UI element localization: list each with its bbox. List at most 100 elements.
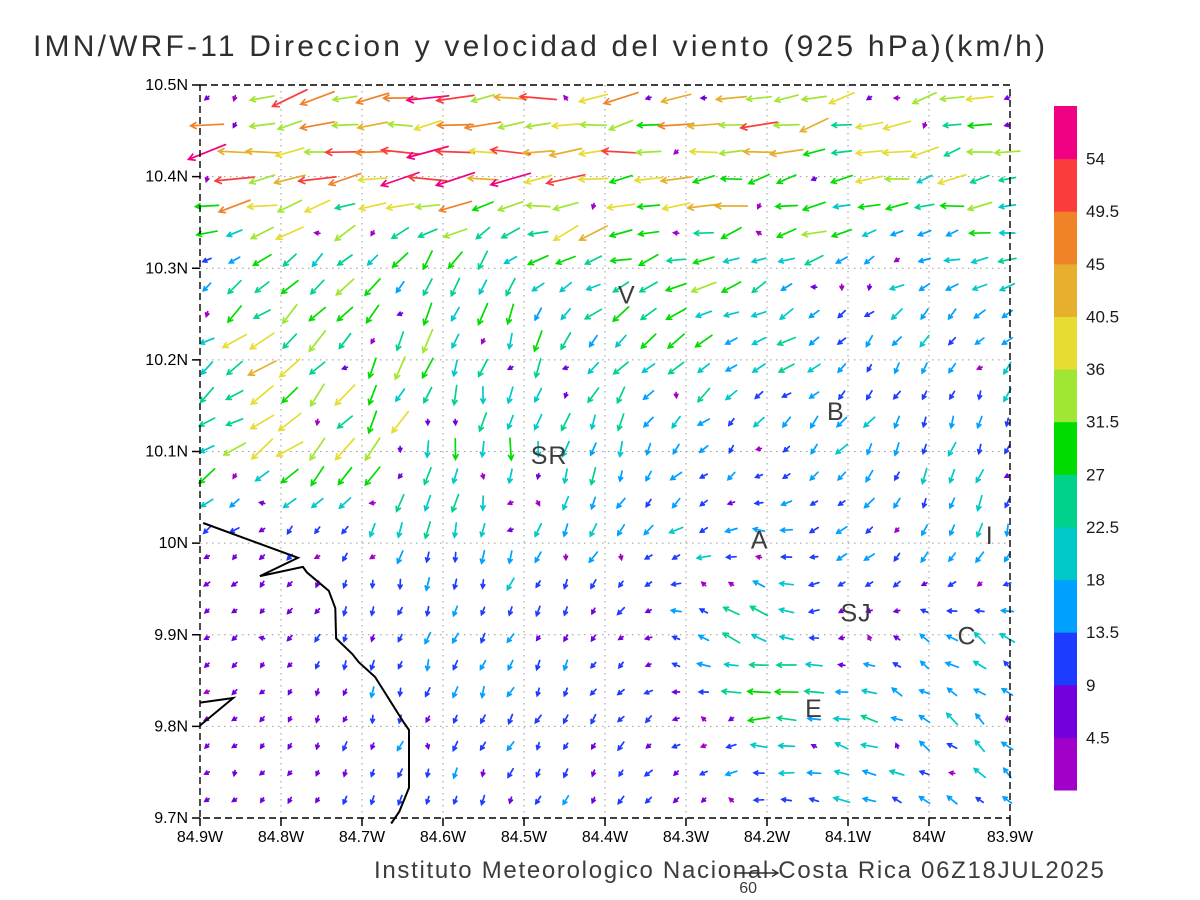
wind-arrow [248,332,275,350]
wind-arrow [643,689,654,695]
wind-arrow [938,95,965,103]
wind-arrow [534,714,542,725]
wind-arrow [834,443,849,455]
wind-arrow [616,386,626,405]
wind-arrow [578,121,608,129]
wind-arrow [202,581,211,587]
wind-arrow [946,687,958,697]
wind-arrow [1004,714,1011,723]
wind-arrow [247,360,277,376]
wind-arrow [948,524,956,537]
colorbar-tick-label: 31.5 [1086,413,1119,432]
wind-arrow [228,527,240,534]
wind-arrow [480,606,486,617]
wind-arrow [893,497,901,509]
wind-arrow [695,661,711,668]
wind-arrow [397,606,404,616]
wind-arrow [918,769,930,776]
wind-arrow [477,358,489,378]
wind-arrow [578,225,608,241]
x-tick-label: 84.5W [501,829,548,846]
wind-arrow [864,608,873,614]
wind-arrow [533,387,543,404]
wind-arrow [364,466,381,487]
wind-arrow [506,527,514,533]
wind-arrow [725,743,737,750]
wind-arrow [749,605,769,617]
wind-arrow [521,149,554,157]
wind-arrow [563,553,569,562]
wind-arrow [451,384,458,407]
wind-arrow [946,742,958,749]
wind-arrow [203,689,211,695]
wind-arrow [277,412,302,432]
wind-arrow [217,199,251,214]
wind-arrow [753,500,764,506]
wind-arrow [506,686,515,698]
city-label-b: B [827,398,845,426]
wind-arrow [560,332,572,351]
wind-arrow [505,303,515,326]
wind-arrow [590,579,597,590]
wind-arrow [248,122,276,130]
wind-arrow [893,442,900,457]
colorbar-tick-label: 36 [1086,360,1105,379]
wind-arrow [618,553,624,562]
wind-arrow [554,255,576,266]
wind-arrow [608,229,633,239]
wind-arrow [199,498,214,508]
wind-arrow [193,202,220,210]
wind-arrow [699,95,708,101]
wind-arrow [203,95,210,101]
wind-arrow [589,523,598,538]
wind-arrow [397,633,403,643]
wind-arrow [1003,473,1011,479]
wind-arrow [834,689,849,695]
wind-arrow [944,283,959,291]
wind-arrow [656,121,695,130]
wind-arrow [863,497,875,509]
wind-arrow [202,525,212,535]
wind-arrow [830,121,853,129]
wind-arrow [397,794,403,807]
wind-arrow [837,608,846,614]
wind-arrow [591,202,597,211]
wind-arrow [188,121,225,130]
wind-arrow [249,414,275,430]
wind-arrow [562,742,569,751]
wind-arrow [452,522,458,539]
wind-arrow [974,337,985,346]
wind-arrow [258,635,266,641]
wind-arrow [370,229,376,237]
wind-arrow [808,554,819,560]
wind-arrow [668,526,684,534]
wind-arrow [424,605,431,618]
wind-arrow [672,443,680,455]
wind-arrow [259,715,265,723]
wind-arrow [314,688,321,697]
wind-arrow [309,279,325,295]
wind-arrow [893,257,900,263]
wind-arrow [342,741,348,752]
wind-arrow [257,500,266,506]
colorbar-segment [1054,421,1077,475]
wind-arrow [861,229,877,238]
wind-arrow [638,281,658,293]
wind-arrow [286,662,293,668]
wind-arrow [466,174,499,183]
wind-arrow [659,176,692,184]
map-frame [192,84,1011,826]
wind-arrow [947,552,957,563]
wind-arrow [397,445,403,454]
wind-arrow [617,635,624,641]
wind-arrow [742,148,776,156]
wind-arrow [336,254,353,267]
wind-arrow [425,742,431,751]
wind-arrow [367,357,377,380]
wind-arrow [442,228,468,239]
wind-arrow [859,742,879,749]
wind-arrow [534,795,542,806]
wind-arrow [231,608,238,614]
wind-arrow [919,633,930,643]
